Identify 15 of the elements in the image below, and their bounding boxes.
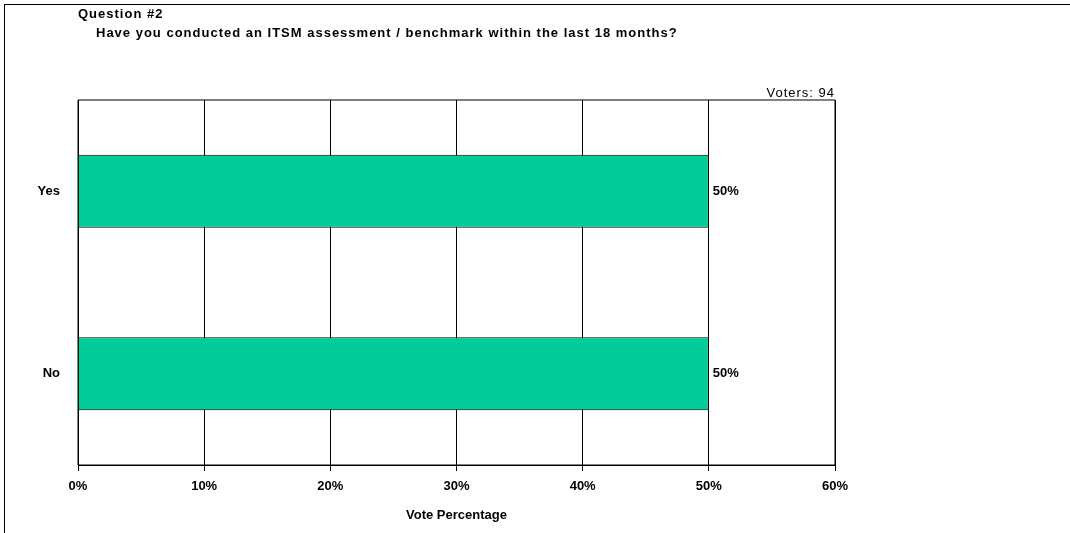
x-tick-label: 0% [68,478,88,494]
chart-subtitle: Have you conducted an ITSM assessment / benchmark within the last 18 months? [96,24,679,42]
x-tick-label: 30% [443,478,470,494]
x-axis-title: Vote Percentage [406,506,507,522]
x-tick-label: 20% [317,478,344,494]
chart-title: Question #2 [78,6,164,21]
annotation: Voters: 94 [765,85,835,100]
x-tick-label: 50% [695,478,723,494]
data-label: 50% [712,182,740,198]
x-tick-label: 10% [191,478,218,494]
x-tick-label: 40% [569,478,597,494]
y-tick-label: No [42,365,61,381]
data-label: 50% [712,365,740,381]
x-tick-label: 60% [821,478,849,494]
y-tick-label: Yes [37,182,60,198]
